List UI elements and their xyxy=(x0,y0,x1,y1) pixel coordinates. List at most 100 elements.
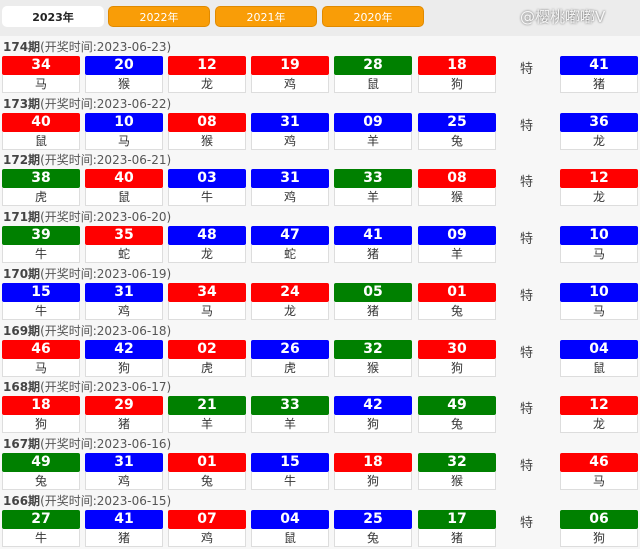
zodiac: 鼠 xyxy=(560,358,638,377)
number-cell: 17 猪 xyxy=(418,509,496,547)
zodiac: 狗 xyxy=(418,75,496,93)
ball-number: 31 xyxy=(251,112,329,132)
zodiac: 猪 xyxy=(560,75,638,93)
ball-number: 40 xyxy=(85,169,163,189)
number-cell: 01 兔 xyxy=(168,452,246,490)
zodiac: 牛 xyxy=(168,188,246,207)
ball-number: 46 xyxy=(2,339,80,359)
ball-number: 35 xyxy=(85,226,163,246)
ball-number: 12 xyxy=(168,56,246,75)
zodiac: 马 xyxy=(168,301,246,320)
number-cell: 31 鸡 xyxy=(251,169,329,207)
number-cell: 33 羊 xyxy=(334,169,412,207)
draw-date: 2023-06-23 xyxy=(96,40,167,54)
number-cell: 29 猪 xyxy=(85,396,163,434)
zodiac: 马 xyxy=(85,131,163,150)
ball-number: 34 xyxy=(2,56,80,75)
period: 171期 xyxy=(3,210,41,225)
zodiac: 猴 xyxy=(168,131,246,150)
zodiac: 马 xyxy=(2,358,80,377)
zodiac: 鼠 xyxy=(2,131,80,150)
tab-2020[interactable]: 2020年 xyxy=(322,6,424,27)
zodiac: 猪 xyxy=(334,245,412,264)
ball-number: 42 xyxy=(334,396,412,416)
number-cell: 48 龙 xyxy=(168,226,246,264)
special-cell: 10 马 xyxy=(560,226,638,264)
tab-2023[interactable]: 2023年 xyxy=(2,6,104,27)
zodiac: 虎 xyxy=(251,358,329,377)
ball-number: 09 xyxy=(334,112,412,132)
draw-title: 169期(开奖时间:2023-06-18) xyxy=(3,323,172,338)
draw-row: 170期(开奖时间:2023-06-19) 15 牛 31 鸡 34 马 24 龙 05 猪 01 兔特… xyxy=(0,265,640,321)
date-prefix: 开奖时间: xyxy=(44,436,97,451)
draw-date: 2023-06-20 xyxy=(96,210,167,225)
number-cell: 25 兔 xyxy=(418,112,496,150)
draw-date: 2023-06-15 xyxy=(96,493,167,508)
zodiac: 龙 xyxy=(168,245,246,264)
ball-number: 30 xyxy=(418,339,496,359)
zodiac: 羊 xyxy=(334,188,412,207)
number-cell: 46 马 xyxy=(2,339,80,377)
special-cell: 36 龙 xyxy=(560,112,638,150)
draw-date: 2023-06-21 xyxy=(96,153,167,168)
year-tabs: 2023年 2022年 2021年 2020年 @樱桃嘟嘟V xyxy=(0,0,640,36)
zodiac: 羊 xyxy=(168,415,246,434)
ball-number: 18 xyxy=(2,396,80,416)
tab-2022[interactable]: 2022年 xyxy=(108,6,210,27)
ball-number: 39 xyxy=(2,226,80,246)
draw-date: 2023-06-16 xyxy=(96,436,167,451)
draw-title: 174期(开奖时间:2023-06-23) xyxy=(3,40,172,54)
ball-number: 17 xyxy=(418,509,496,529)
number-cell: 32 猴 xyxy=(334,339,412,377)
ball-number: 31 xyxy=(85,282,163,302)
zodiac: 鼠 xyxy=(334,75,412,93)
ball-number: 31 xyxy=(85,452,163,472)
zodiac: 马 xyxy=(560,301,638,320)
period: 172期 xyxy=(3,153,41,168)
special-cell: 12 龙 xyxy=(560,169,638,207)
ball-number: 04 xyxy=(560,339,638,359)
tab-2021[interactable]: 2021年 xyxy=(215,6,317,27)
number-cell: 30 狗 xyxy=(418,339,496,377)
ball-number: 05 xyxy=(334,282,412,302)
draw-row: 169期(开奖时间:2023-06-18) 46 马 42 狗 02 虎 26 虎 32 猴 30 狗特… xyxy=(0,322,640,378)
number-cell: 49 兔 xyxy=(2,452,80,490)
zodiac: 猴 xyxy=(418,188,496,207)
special-label: 特 xyxy=(520,118,534,134)
zodiac: 龙 xyxy=(560,131,638,150)
date-prefix: 开奖时间: xyxy=(44,493,97,508)
zodiac: 鸡 xyxy=(251,188,329,207)
number-cell: 09 羊 xyxy=(334,112,412,150)
date-prefix: 开奖时间: xyxy=(44,380,97,395)
date-prefix: 开奖时间: xyxy=(44,266,97,281)
number-cell: 35 蛇 xyxy=(85,226,163,264)
draw-row: 166期(开奖时间:2023-06-15) 27 牛 41 猪 07 鸡 04 鼠 25 兔 17 猪特… xyxy=(0,492,640,548)
ball-number: 27 xyxy=(2,509,80,529)
number-cell: 20 猴 xyxy=(85,56,163,93)
special-label: 特 xyxy=(520,402,534,418)
number-cell: 08 猴 xyxy=(418,169,496,207)
ball-number: 10 xyxy=(560,226,638,246)
number-cell: 02 虎 xyxy=(168,339,246,377)
zodiac: 狗 xyxy=(418,358,496,377)
ball-number: 15 xyxy=(2,282,80,302)
zodiac: 鸡 xyxy=(85,301,163,320)
ball-number: 08 xyxy=(418,169,496,189)
number-cell: 42 狗 xyxy=(334,396,412,434)
ball-number: 25 xyxy=(334,509,412,529)
number-cell: 42 狗 xyxy=(85,339,163,377)
zodiac: 蛇 xyxy=(85,245,163,264)
zodiac: 虎 xyxy=(168,358,246,377)
ball-number: 32 xyxy=(334,339,412,359)
zodiac: 猪 xyxy=(85,415,163,434)
date-prefix: 开奖时间: xyxy=(44,40,97,54)
special-label: 特 xyxy=(520,62,534,77)
ball-number: 34 xyxy=(168,282,246,302)
ball-number: 49 xyxy=(2,452,80,472)
number-cell: 41 猪 xyxy=(85,509,163,547)
ball-number: 42 xyxy=(85,339,163,359)
ball-number: 18 xyxy=(418,56,496,75)
number-cell: 40 鼠 xyxy=(2,112,80,150)
special-cell: 46 马 xyxy=(560,452,638,490)
zodiac: 狗 xyxy=(2,415,80,434)
